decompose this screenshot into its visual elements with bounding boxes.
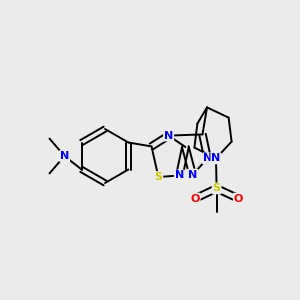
Text: O: O <box>234 194 243 204</box>
Text: N: N <box>164 130 173 141</box>
Text: N: N <box>60 151 69 161</box>
Text: N: N <box>175 170 184 181</box>
Text: S: S <box>154 172 162 182</box>
Text: N: N <box>212 153 220 164</box>
Text: N: N <box>188 169 197 180</box>
Text: S: S <box>213 183 220 194</box>
Text: N: N <box>203 153 212 164</box>
Text: O: O <box>190 194 200 204</box>
